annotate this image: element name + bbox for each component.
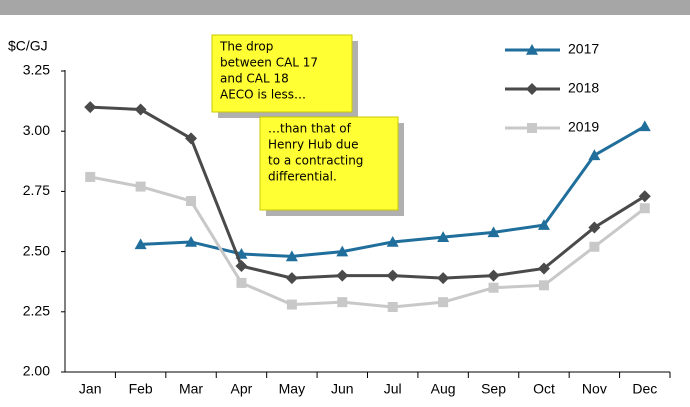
- data-point: [487, 226, 500, 238]
- data-point: [386, 235, 399, 247]
- y-tick-label: 3.00: [23, 122, 50, 138]
- data-point: [437, 272, 450, 285]
- x-tick-label: Feb: [129, 381, 153, 397]
- y-tick-label: 2.50: [23, 242, 50, 258]
- x-tick-label: Oct: [533, 381, 555, 397]
- note-text: to a contracting: [268, 154, 363, 168]
- data-point: [589, 241, 600, 252]
- data-point: [236, 277, 247, 288]
- x-tick-label: Nov: [582, 381, 607, 397]
- data-point: [285, 250, 298, 262]
- header-bar: [0, 0, 690, 15]
- x-tick-label: Jan: [79, 381, 102, 397]
- data-point: [135, 181, 146, 192]
- legend-label: 2019: [568, 119, 599, 135]
- y-tick-label: 2.00: [23, 363, 50, 379]
- x-tick-label: Jul: [384, 381, 402, 397]
- data-point: [134, 238, 147, 250]
- data-point: [638, 120, 651, 132]
- data-point: [588, 149, 601, 161]
- y-axis-label: $C/GJ: [8, 38, 48, 54]
- data-point: [639, 203, 650, 214]
- note-box: [259, 116, 399, 211]
- x-tick-label: May: [279, 381, 305, 397]
- data-point: [85, 171, 96, 182]
- data-point: [488, 282, 499, 293]
- legend-label: 2017: [568, 41, 599, 57]
- note-text: AECO is less…: [220, 88, 306, 102]
- data-point: [286, 299, 297, 310]
- series-line: [89, 175, 646, 309]
- x-tick-label: Dec: [632, 381, 657, 397]
- data-point: [186, 196, 197, 207]
- data-point: [386, 269, 399, 282]
- series-line: [90, 105, 646, 280]
- data-point: [538, 280, 549, 291]
- x-tick-label: Jun: [331, 381, 354, 397]
- data-point: [638, 190, 651, 203]
- legend-marker: [526, 83, 538, 95]
- data-point: [285, 272, 298, 285]
- data-point: [336, 269, 349, 282]
- data-point: [185, 235, 198, 247]
- y-tick-label: 3.25: [23, 62, 50, 78]
- note-text: and CAL 18: [220, 72, 289, 86]
- note-text: The drop: [219, 40, 273, 54]
- data-point: [438, 297, 449, 308]
- data-point: [185, 132, 198, 145]
- y-tick-label: 2.25: [23, 303, 50, 319]
- data-point: [437, 231, 450, 242]
- note-text: differential.: [268, 170, 337, 184]
- note-text: Henry Hub due: [268, 138, 359, 152]
- data-point: [387, 301, 398, 312]
- legend-marker: [527, 123, 537, 133]
- data-point: [537, 262, 550, 275]
- data-point: [235, 260, 248, 273]
- legend-marker: [526, 44, 538, 55]
- x-tick-label: Aug: [431, 381, 456, 397]
- data-point: [134, 103, 147, 116]
- x-tick-label: Sep: [481, 381, 506, 397]
- note-text: …than that of: [268, 122, 352, 136]
- data-point: [487, 269, 500, 282]
- data-point: [337, 297, 348, 308]
- note-box: [211, 34, 353, 113]
- x-tick-label: Apr: [231, 381, 253, 397]
- data-point: [537, 219, 550, 230]
- note-text: between CAL 17: [220, 56, 318, 70]
- legend-label: 2018: [568, 80, 599, 96]
- y-tick-label: 2.75: [23, 182, 50, 198]
- data-point: [84, 101, 97, 114]
- data-point: [588, 221, 601, 234]
- x-tick-label: Mar: [179, 381, 203, 397]
- data-point: [336, 245, 349, 257]
